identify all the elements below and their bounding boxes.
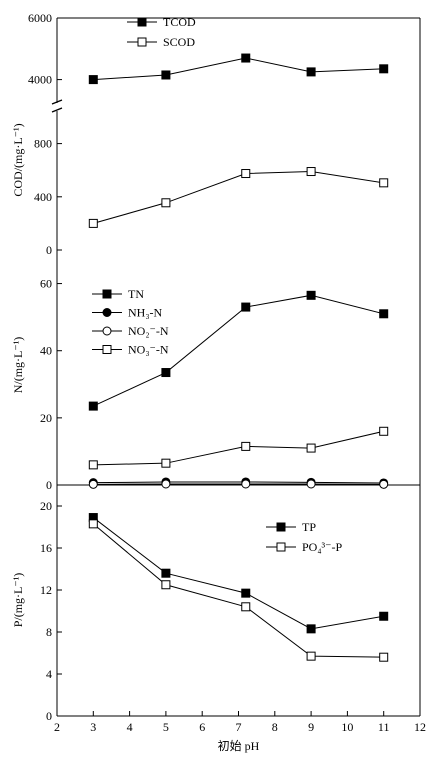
p-y-axis-label: P/(mg·L⁻¹) [11, 573, 25, 628]
n-series-2-point-3 [306, 479, 316, 489]
n-ytick-60-label: 60 [40, 277, 52, 291]
cod-axis-break-mark-2 [51, 107, 63, 113]
n-series-0-point-3 [306, 290, 316, 300]
p-series-0-line [92, 517, 384, 630]
cod-series-1-point-2 [241, 169, 251, 179]
n-legend-label-1: NH₃-N [128, 306, 163, 320]
p-legend-marker-1 [276, 542, 286, 552]
xtick-9-label: 9 [308, 720, 314, 734]
cod-series-0-line [93, 57, 384, 81]
p-ytick-20-label: 20 [40, 499, 52, 513]
p-series-0-point-4 [379, 611, 389, 621]
x-axis-label: 初始 pH [218, 739, 260, 753]
cod-legend-label-1: SCOD [163, 35, 195, 49]
cod-axis-break-mark-1 [51, 99, 63, 105]
n-series-0-point-4 [379, 309, 389, 319]
xtick-11-label: 11 [378, 720, 390, 734]
cod-series-1-point-1 [161, 198, 171, 208]
p-series-1-point-1 [161, 580, 171, 590]
p-ytick-12-label: 12 [40, 583, 52, 597]
n-series-0-point-0 [88, 401, 98, 411]
p-series-0-point-3 [306, 624, 316, 634]
xtick-8-label: 8 [272, 720, 278, 734]
cod-series-1-point-4 [379, 178, 389, 188]
n-series-2-point-4 [379, 479, 389, 489]
cod-ytick-800-label: 800 [34, 137, 52, 151]
n-ytick-20-label: 20 [40, 411, 52, 425]
cod-series-0-point-3 [306, 67, 316, 77]
n-series-3-point-4 [379, 426, 389, 436]
n-legend-label-2: NO₂⁻-N [128, 324, 169, 338]
p-ytick-4-label: 4 [46, 667, 52, 681]
n-series-3-line [93, 430, 384, 466]
cod-series-1-point-0 [88, 218, 98, 228]
p-ytick-0-label: 0 [46, 709, 52, 723]
n-y-axis-label: N/(mg·L⁻¹) [11, 337, 25, 394]
cod-series-0-point-0 [88, 75, 98, 85]
n-series-2-point-2 [241, 479, 251, 489]
xtick-2-label: 2 [54, 720, 60, 734]
n-legend-marker-0 [102, 289, 112, 299]
n-legend-marker-2 [102, 326, 112, 336]
cod-ytick-4000-label: 4000 [28, 73, 52, 87]
cod-ytick-0-label: 0 [46, 243, 52, 257]
p-series-1-point-0 [88, 519, 98, 529]
p-ytick-8-label: 8 [46, 625, 52, 639]
cod-y-axis-label: COD/(mg·L⁻¹) [11, 123, 25, 196]
p-series-1-point-3 [306, 651, 316, 661]
p-legend-marker-0 [276, 522, 286, 532]
n-legend-label-0: TN [128, 287, 144, 301]
xtick-12-label: 12 [414, 720, 426, 734]
cod-legend-marker-0 [137, 17, 147, 27]
p-series-0-point-2 [241, 588, 251, 598]
xtick-6-label: 6 [199, 720, 205, 734]
cod-legend-marker-1 [137, 37, 147, 47]
cod-series-0-point-1 [161, 70, 171, 80]
n-series-0-point-2 [241, 302, 251, 312]
p-series-1-point-4 [379, 652, 389, 662]
p-legend-label-0: TP [302, 520, 316, 534]
xtick-4-label: 4 [127, 720, 133, 734]
xtick-3-label: 3 [90, 720, 96, 734]
n-series-1-line [93, 481, 384, 484]
n-series-3-point-1 [161, 458, 171, 468]
n-series-3-point-3 [306, 443, 316, 453]
cod-series-1-point-3 [306, 167, 316, 177]
n-legend-marker-3 [102, 345, 112, 354]
cod-legend-label-0: TCOD [163, 15, 196, 29]
n-series-3-point-0 [88, 460, 98, 470]
n-ytick-40-label: 40 [40, 344, 52, 358]
p-series-0-point-1 [161, 568, 171, 578]
p-series-1-point-2 [241, 602, 251, 612]
cod-series-0-point-2 [241, 53, 251, 63]
n-series-2-point-1 [161, 479, 171, 489]
xtick-5-label: 5 [163, 720, 169, 734]
xtick-10-label: 10 [341, 720, 353, 734]
n-ytick-0-label: 0 [46, 478, 52, 492]
cod-series-1-line [93, 171, 384, 224]
n-legend-label-3: NO₃⁻-N [128, 343, 169, 357]
p-legend-label-1: PO₄³⁻-P [302, 540, 342, 554]
cod-ytick-400-label: 400 [34, 190, 52, 204]
cod-series-0-point-4 [379, 64, 389, 74]
cod-ytick-6000-label: 6000 [28, 11, 52, 25]
xtick-7-label: 7 [236, 720, 242, 734]
n-series-2-point-0 [88, 479, 98, 489]
p-ytick-16-label: 16 [40, 541, 52, 555]
n-legend-marker-1 [102, 308, 112, 317]
n-series-3-point-2 [241, 441, 251, 451]
n-series-0-point-1 [161, 368, 171, 378]
